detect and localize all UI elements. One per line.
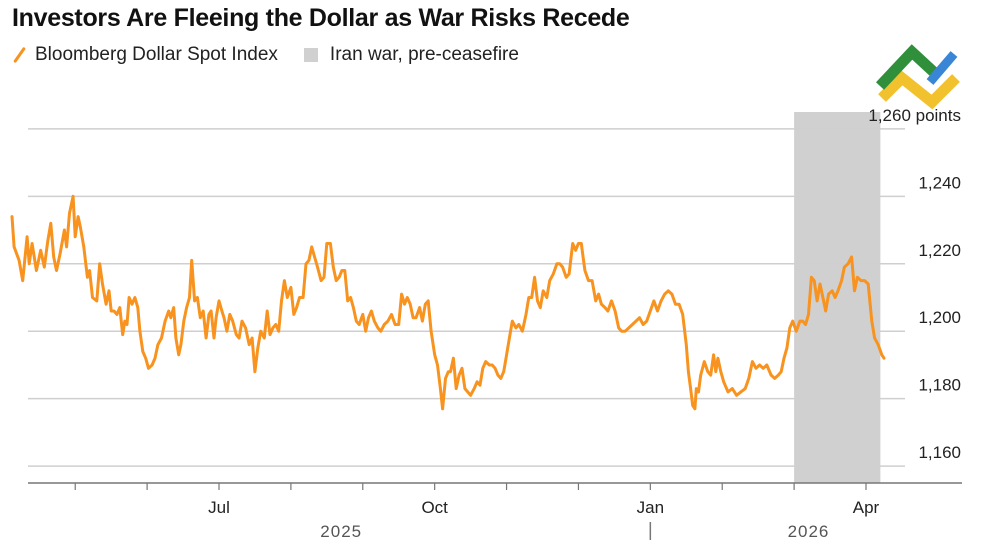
series-line-bloomberg-dollar-spot-index <box>10 194 886 411</box>
y-tick-label: 1,240 <box>918 173 961 192</box>
legend: Bloomberg Dollar Spot Index Iran war, pr… <box>12 44 545 66</box>
year-label: 2025 <box>320 522 362 541</box>
watermark-logo-icon <box>875 44 960 110</box>
x-tick-label: Jan <box>637 498 664 517</box>
legend-item-series: Bloomberg Dollar Spot Index <box>12 44 278 66</box>
x-tick-label: Jul <box>208 498 230 517</box>
legend-shade-label: Iran war, pre-ceasefire <box>329 44 519 65</box>
legend-series-label: Bloomberg Dollar Spot Index <box>35 44 278 65</box>
y-tick-label: 1,220 <box>918 241 961 260</box>
y-tick-label: 1,180 <box>918 376 961 395</box>
legend-shade-swatch <box>303 48 318 62</box>
x-tick-label: Apr <box>853 498 880 517</box>
legend-item-shade: Iran war, pre-ceasefire <box>303 44 519 66</box>
y-tick-label: 1,160 <box>918 443 961 462</box>
y-tick-label: 1,260 points <box>868 106 961 125</box>
chart-title: Investors Are Fleeing the Dollar as War … <box>12 4 630 32</box>
y-tick-label: 1,200 <box>918 308 961 327</box>
year-label: 2026 <box>788 522 830 541</box>
x-tick-label: Oct <box>421 498 448 517</box>
shaded-region-iran-war <box>794 112 881 483</box>
